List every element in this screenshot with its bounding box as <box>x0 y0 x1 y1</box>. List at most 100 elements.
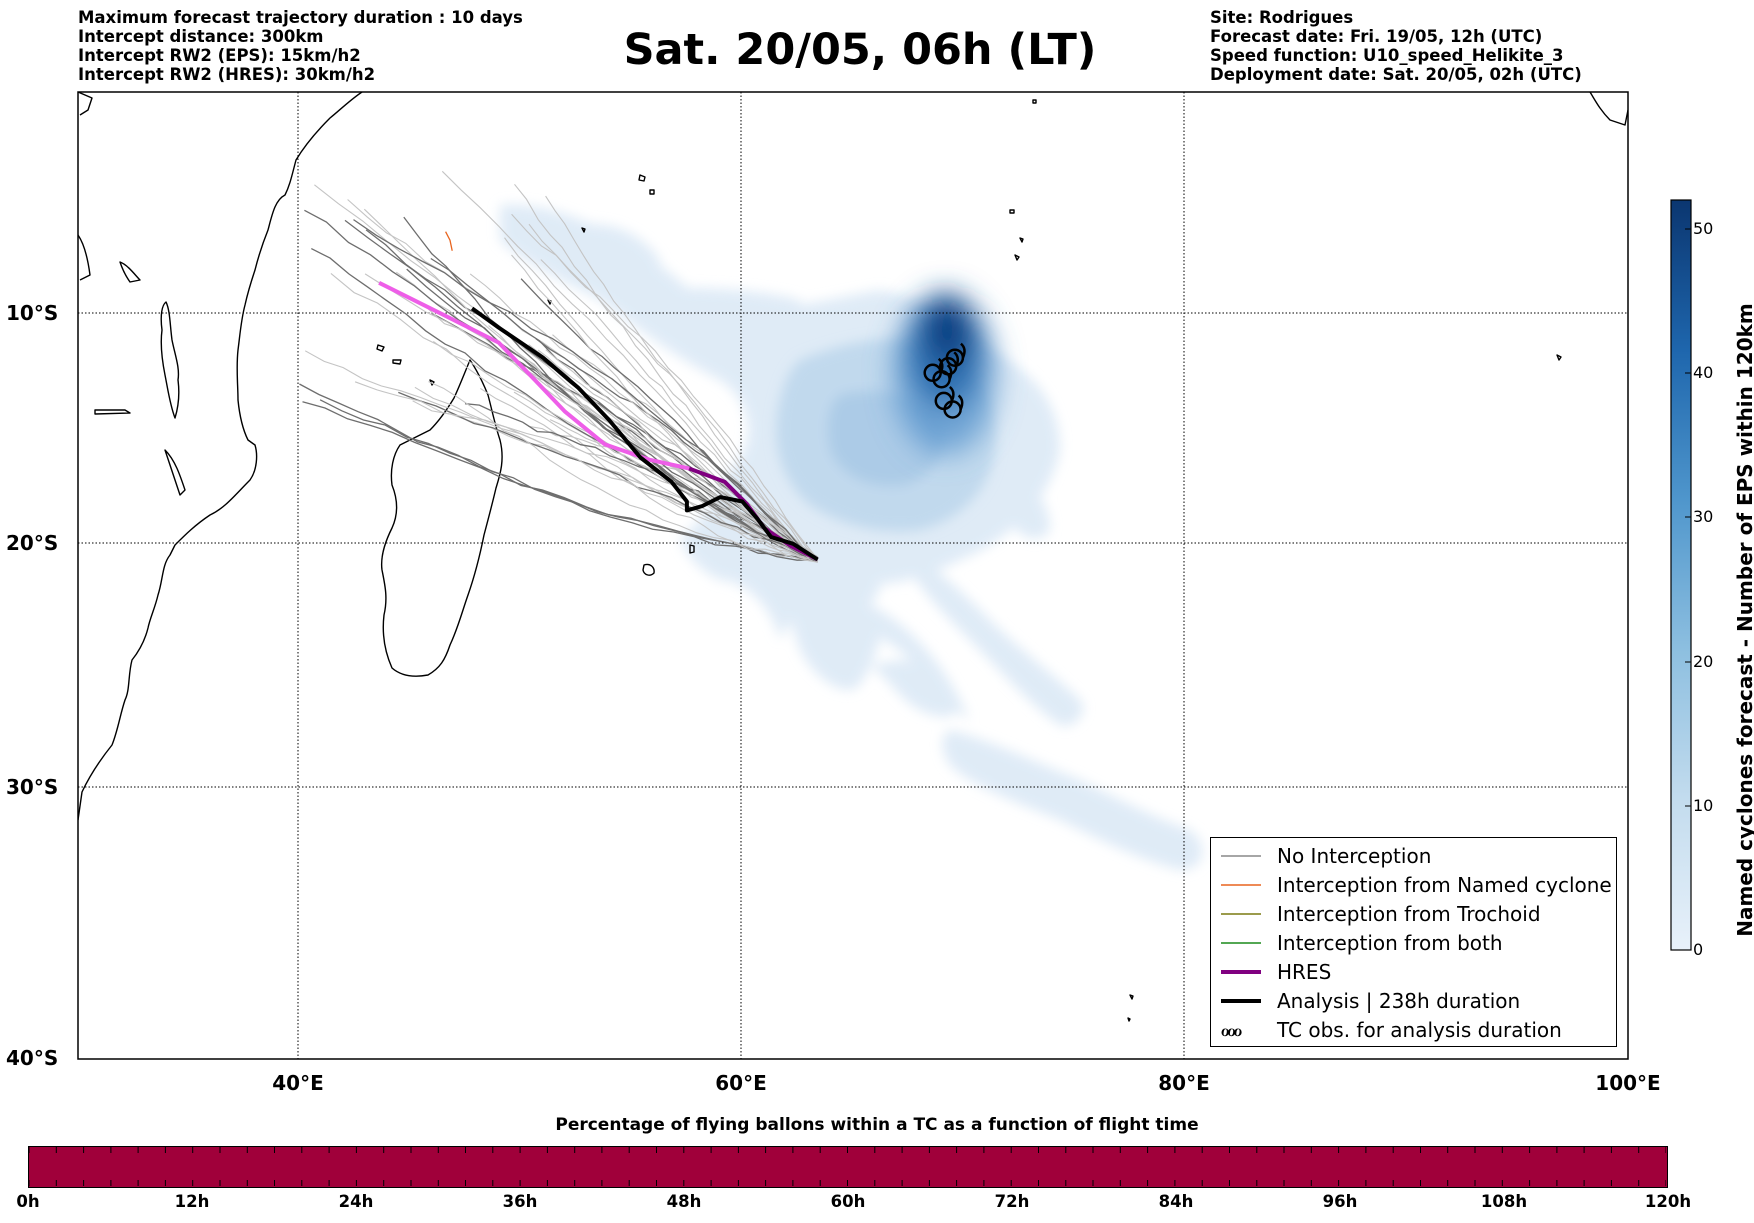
eps-trajectory <box>428 381 818 563</box>
eps-trajectory <box>354 381 818 562</box>
eps-trajectory <box>330 272 818 560</box>
lon-label: 60°E <box>715 1071 767 1095</box>
legend-swatch <box>1221 942 1261 944</box>
map-plot-area <box>78 92 1628 1059</box>
coastline-island <box>649 189 655 195</box>
colorbar-ticks <box>1685 228 1691 951</box>
legend-item: Interception from Trochoid <box>1221 900 1541 928</box>
coastline-lake <box>94 409 131 415</box>
tc-obs-marker-tail <box>960 342 966 359</box>
coastline-island <box>1019 237 1024 243</box>
colorbar-tick-label: 50 <box>1693 219 1714 238</box>
lat-label: 40°S <box>6 1046 59 1070</box>
timebar-label: 12h <box>174 1192 210 1211</box>
header-right-line: Site: Rodrigues <box>1210 8 1354 27</box>
eps-trajectory <box>480 387 818 560</box>
timebar-label: 108h <box>1480 1192 1528 1211</box>
coastline-lake <box>160 301 180 419</box>
legend-item: ℴℴℴ TC obs. for analysis duration <box>1221 1016 1562 1044</box>
legend-label: HRES <box>1277 960 1332 984</box>
colorbar <box>1670 199 1692 951</box>
legend-swatch <box>1221 913 1261 915</box>
analysis-track <box>470 306 819 562</box>
timebar-label: 48h <box>666 1192 702 1211</box>
coastline-lake <box>119 261 141 283</box>
timebar-label: 60h <box>830 1192 866 1211</box>
header-left-line: Intercept RW2 (EPS): 15km/h2 <box>78 46 361 65</box>
header-left-info: Maximum forecast trajectory duration : 1… <box>78 8 523 84</box>
legend-label: Interception from Trochoid <box>1277 902 1541 926</box>
colorbar-tick-label: 20 <box>1693 652 1714 671</box>
legend-swatch <box>1221 999 1261 1003</box>
named-cyclone-interception-track <box>445 231 453 251</box>
colorbar-tick-label: 10 <box>1693 796 1714 815</box>
tc-obs-marker-tail <box>948 385 955 402</box>
eps-trajectory <box>304 209 818 563</box>
lon-label: 80°E <box>1158 1071 1210 1095</box>
eps-trajectory <box>520 278 818 561</box>
timebar-label: 120h <box>1644 1192 1692 1211</box>
coastline-island <box>1009 209 1015 214</box>
eps-trajectory <box>302 401 818 561</box>
header-right-info: Site: Rodrigues Forecast date: Fri. 19/0… <box>1210 8 1582 84</box>
legend-item: Interception from Named cyclone <box>1221 871 1612 899</box>
eps-trajectory <box>319 399 818 563</box>
lat-label: 10°S <box>6 301 59 325</box>
eps-trajectory <box>441 170 818 560</box>
legend-label: Interception from both <box>1277 931 1503 955</box>
eps-trajectory <box>353 219 818 559</box>
header-right-line: Deployment date: Sat. 20/05, 02h (UTC) <box>1210 65 1582 84</box>
coastline-island <box>581 227 586 233</box>
colorbar-title: Named cyclones forecast - Number of EPS … <box>1733 303 1754 937</box>
map-gridlines <box>78 92 1628 1059</box>
timebar <box>28 1146 1668 1188</box>
lon-label: 100°E <box>1595 1071 1661 1095</box>
header-right-line: Forecast date: Fri. 19/05, 12h (UTC) <box>1210 27 1543 46</box>
eps-trajectory <box>504 237 818 560</box>
coastline-island <box>1127 1017 1131 1022</box>
legend-item: No Interception <box>1221 842 1431 870</box>
timebar-label: 72h <box>994 1192 1030 1211</box>
coastline-island <box>392 359 402 365</box>
legend-label: Analysis | 238h duration <box>1277 989 1521 1013</box>
eps-trajectory <box>545 195 818 560</box>
legend-label: Interception from Named cyclone <box>1277 873 1612 897</box>
timebar-ticks <box>29 1147 1666 1186</box>
coastline-africa <box>78 92 363 821</box>
map-legend: No Interception Interception from Named … <box>1210 837 1617 1047</box>
legend-label: TC obs. for analysis duration <box>1277 1018 1562 1042</box>
legend-item: Interception from both <box>1221 929 1503 957</box>
coastline-india <box>1589 92 1628 126</box>
lat-label: 20°S <box>6 531 59 555</box>
timebar-label: 96h <box>1322 1192 1358 1211</box>
legend-item: Analysis | 238h duration <box>1221 987 1520 1015</box>
eps-trajectory <box>511 213 819 560</box>
header-left-line: Intercept RW2 (HRES): 30km/h2 <box>78 65 376 84</box>
density-low-layer <box>500 204 1203 870</box>
timebar-label: 24h <box>338 1192 374 1211</box>
cyclone-density-field <box>500 204 1203 870</box>
coastline-reunion <box>642 563 655 576</box>
eps-trajectory <box>469 273 818 558</box>
header-right-line: Speed function: U10_speed_Helikite_3 <box>1210 46 1564 65</box>
coastline-lake <box>164 449 186 496</box>
coastline-lake <box>78 234 91 281</box>
legend-item: HRES <box>1221 958 1331 986</box>
eps-trajectory <box>398 391 818 560</box>
coastline-horn <box>78 92 93 116</box>
coastline-island <box>1129 994 1134 1000</box>
eps-trajectory <box>528 223 818 559</box>
legend-swatch <box>1221 884 1261 886</box>
colorbar-gradient <box>1670 199 1692 951</box>
eps-trajectory <box>464 403 818 559</box>
colorbar-tick-label: 30 <box>1693 507 1714 526</box>
timebar-label: 36h <box>502 1192 538 1211</box>
header-left-line: Intercept distance: 300km <box>78 27 324 46</box>
legend-swatch <box>1221 970 1261 974</box>
coastline-island <box>1014 254 1020 261</box>
tc-obs-marker-tail <box>957 394 964 411</box>
tc-observations <box>923 342 966 419</box>
lon-label: 40°E <box>272 1071 324 1095</box>
colorbar-tick-label: 0 <box>1693 940 1704 959</box>
